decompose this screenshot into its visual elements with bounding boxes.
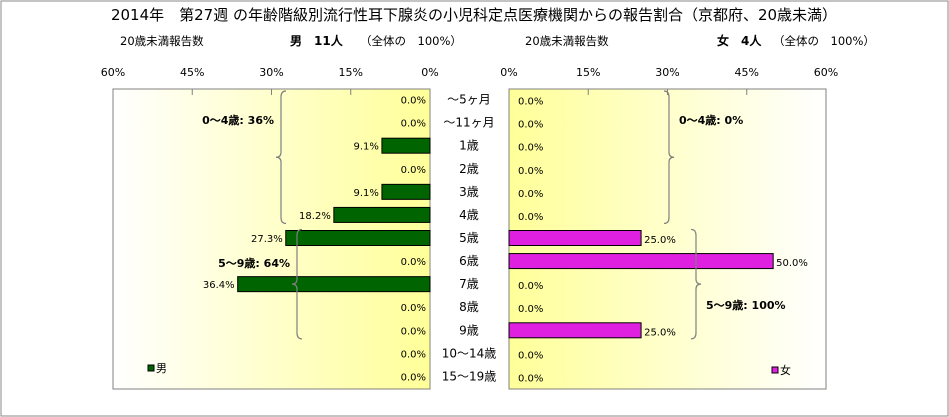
category-label: 8歳 bbox=[459, 300, 479, 314]
data-label-male: 36.4% bbox=[203, 280, 235, 291]
data-label-male: 0.0% bbox=[401, 119, 426, 130]
data-label-female: 0.0% bbox=[518, 120, 543, 131]
group-label-left: 0～4歳: 36% bbox=[202, 113, 274, 127]
data-label-male: 0.0% bbox=[401, 165, 426, 176]
bar-male bbox=[381, 137, 431, 154]
left-caption: 20歳未満報告数 bbox=[120, 34, 204, 48]
left-tick-label: 15% bbox=[339, 66, 363, 79]
bar-male bbox=[237, 276, 431, 293]
left-sex-count: 男 11人 bbox=[290, 33, 344, 48]
right-tick-label: 45% bbox=[735, 66, 759, 79]
data-label-male: 27.3% bbox=[251, 234, 283, 245]
left-tick-label: 30% bbox=[259, 66, 283, 79]
bar-female bbox=[508, 322, 642, 339]
right-caption: 20歳未満報告数 bbox=[525, 34, 609, 48]
data-label-female: 0.0% bbox=[518, 373, 543, 384]
data-label-male: 18.2% bbox=[299, 211, 331, 222]
group-label-left: 5～9歳: 64% bbox=[218, 256, 290, 270]
data-label-male: 0.0% bbox=[401, 372, 426, 383]
data-label-female: 0.0% bbox=[518, 212, 543, 223]
bar-male bbox=[285, 230, 431, 246]
right-tick-label: 60% bbox=[814, 66, 838, 79]
category-label: 6歳 bbox=[459, 254, 479, 268]
category-label: 4歳 bbox=[459, 208, 479, 222]
category-label: 15～19歳 bbox=[442, 369, 497, 383]
data-label-male: 0.0% bbox=[401, 96, 426, 107]
data-label-male: 0.0% bbox=[401, 326, 426, 337]
value-labels: 0.0% 0.0% 0.0% 0.0% 9.1% 0.0% 0.0% 0.0% 9.1% 0.0%… bbox=[203, 96, 808, 385]
data-label-male: 0.0% bbox=[401, 303, 426, 314]
data-label-female: 0.0% bbox=[518, 166, 543, 177]
data-label-male: 0.0% bbox=[401, 257, 426, 268]
legend-label-female: 女 bbox=[780, 363, 791, 377]
group-bracket-right bbox=[690, 228, 702, 340]
group-label-right: 5～9歳: 100% bbox=[706, 298, 786, 312]
group-bracket-left bbox=[291, 228, 303, 340]
data-label-female: 0.0% bbox=[518, 189, 543, 200]
category-label: 2歳 bbox=[459, 162, 479, 176]
data-label-female: 0.0% bbox=[518, 304, 543, 315]
group-bracket-right bbox=[663, 90, 675, 225]
right-total: （全体の 100%） bbox=[773, 34, 875, 48]
right-sex-count: 女 4人 bbox=[717, 33, 762, 48]
legend-swatch-male bbox=[147, 364, 155, 372]
left-total: （全体の 100%） bbox=[360, 34, 462, 48]
chart-title: 2014年 第27週 の年齢階級別流行性耳下腺炎の小児科定点医療機関からの報告割… bbox=[111, 6, 837, 24]
axis-ticks: 60% 45% 30% 15% 0% 0% 15% 30% 45% 60% bbox=[101, 66, 838, 79]
data-label-female: 50.0% bbox=[776, 258, 808, 269]
group-brackets: 0～4歳: 36% 5～9歳: 64% 0～4歳: 0% 5～9歳: 100% bbox=[202, 90, 786, 340]
category-label: 1歳 bbox=[459, 139, 479, 153]
data-label-female: 0.0% bbox=[518, 281, 543, 292]
data-label-female: 0.0% bbox=[518, 143, 543, 154]
right-tick-label: 30% bbox=[655, 66, 679, 79]
data-label-male: 9.1% bbox=[354, 142, 379, 153]
category-label: 9歳 bbox=[459, 323, 479, 337]
bars bbox=[237, 137, 774, 339]
data-label-female: 0.0% bbox=[518, 97, 543, 108]
group-bracket-left bbox=[275, 90, 287, 225]
category-label: 5歳 bbox=[459, 231, 479, 245]
data-label-male: 9.1% bbox=[354, 188, 379, 199]
bar-female bbox=[508, 253, 774, 270]
legend-swatch-female bbox=[771, 366, 779, 374]
data-label-female: 25.0% bbox=[644, 327, 676, 338]
right-tick-label: 0% bbox=[500, 66, 517, 79]
data-label-female: 0.0% bbox=[518, 350, 543, 361]
category-labels: ～5ヶ月 ～11ヶ月 1歳 2歳 3歳 4歳 5歳 6歳 7歳 8歳 9歳 10～14歳 15～19歳 bbox=[442, 93, 497, 384]
right-tick-label: 15% bbox=[576, 66, 600, 79]
category-label: 10～14歳 bbox=[442, 346, 497, 360]
bar-male bbox=[333, 206, 431, 223]
data-label-female: 25.0% bbox=[644, 235, 676, 246]
category-label: 7歳 bbox=[459, 277, 479, 291]
left-tick-label: 0% bbox=[421, 66, 438, 79]
left-tick-label: 45% bbox=[180, 66, 204, 79]
category-label: 3歳 bbox=[459, 185, 479, 199]
data-label-male: 0.0% bbox=[401, 349, 426, 360]
legend-label-male: 男 bbox=[156, 362, 167, 375]
bar-male bbox=[381, 183, 431, 200]
left-tick-label: 60% bbox=[101, 66, 125, 79]
category-label: ～11ヶ月 bbox=[443, 116, 494, 130]
category-label: ～5ヶ月 bbox=[447, 93, 491, 107]
group-label-right: 0～4歳: 0% bbox=[679, 113, 743, 127]
bar-female bbox=[508, 230, 642, 246]
